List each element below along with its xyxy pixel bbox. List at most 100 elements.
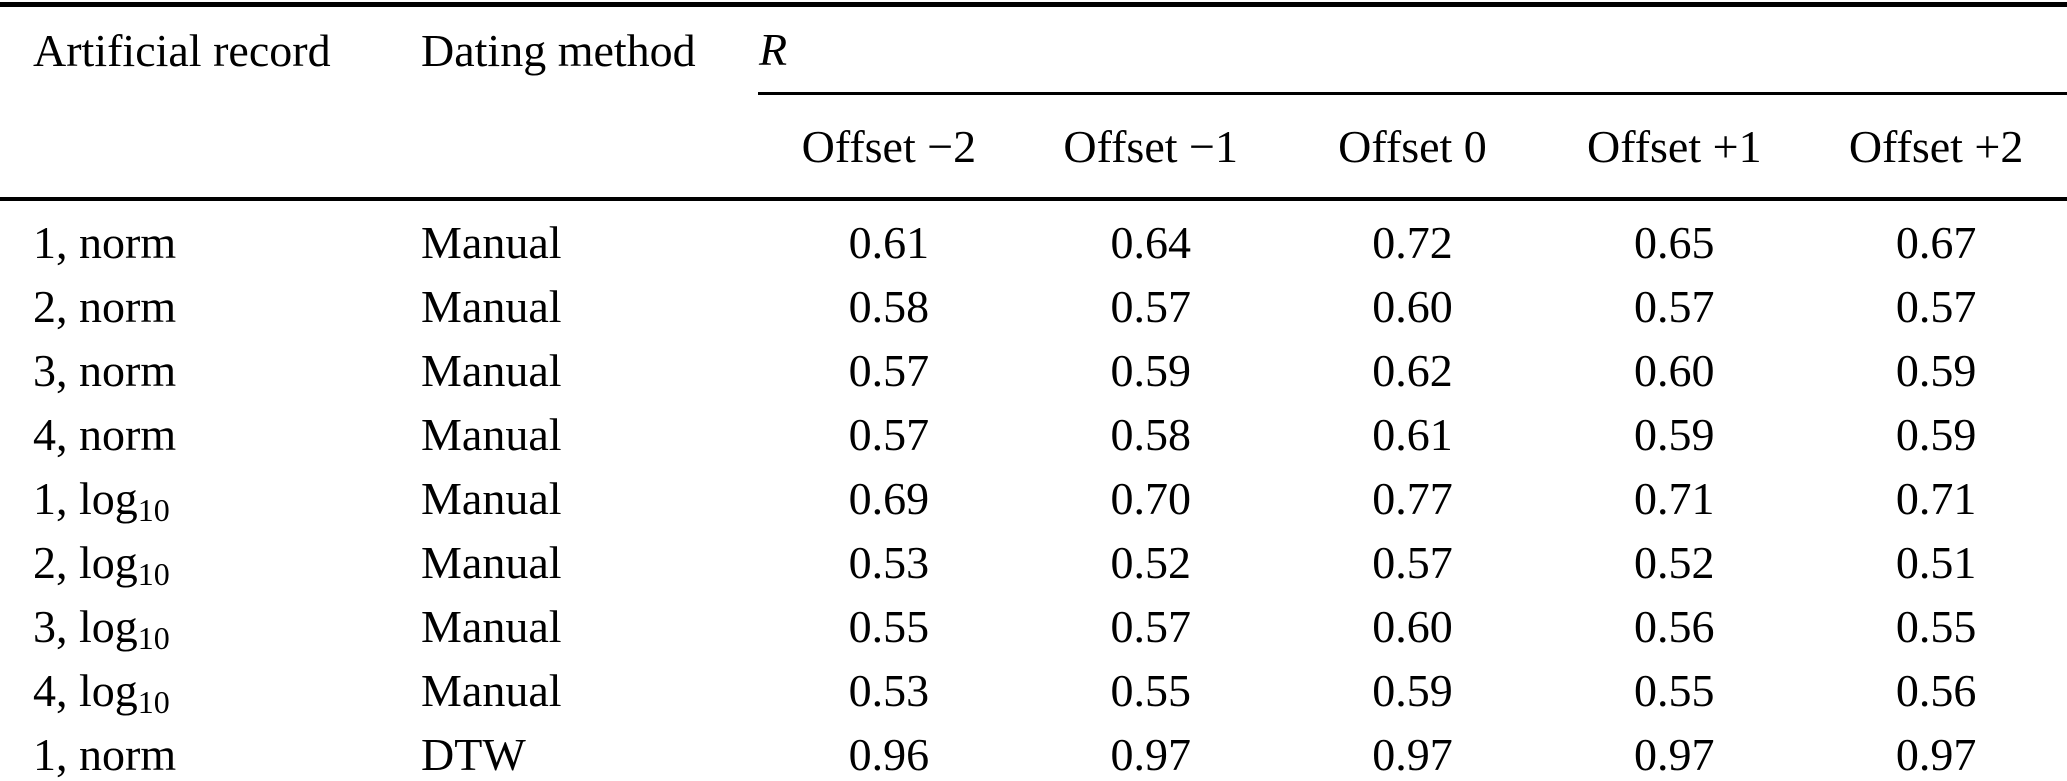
value-cell-offset-0: 0.77	[1372, 472, 1453, 524]
table-row: 1, norm Manual 0.61 0.64 0.72 0.65 0.67	[0, 199, 2067, 274]
table-row: 2, log10 Manual 0.53 0.52 0.57 0.52 0.51	[0, 530, 2067, 594]
record-subscript: 10	[137, 683, 170, 720]
method-cell: Manual	[421, 344, 562, 396]
value-cell-offset-minus-1: 0.57	[1110, 600, 1191, 652]
method-cell: DTW	[421, 728, 526, 780]
record-label: 2, norm	[33, 280, 177, 332]
record-label: 1, norm	[33, 728, 177, 780]
value-cell-offset-minus-1: 0.59	[1110, 344, 1191, 396]
column-header-offset-minus-1: Offset −1	[1019, 93, 1282, 201]
method-cell: Manual	[421, 472, 562, 524]
table-row: 1, log10 Manual 0.69 0.70 0.77 0.71 0.71	[0, 466, 2067, 530]
table-body: 1, norm Manual 0.61 0.64 0.72 0.65 0.67 …	[0, 199, 2067, 781]
value-cell-offset-0: 0.97	[1372, 728, 1453, 780]
table-row: 3, norm Manual 0.57 0.59 0.62 0.60 0.59	[0, 338, 2067, 402]
header-spacer-record	[0, 93, 420, 201]
value-cell-offset-minus-1: 0.58	[1110, 408, 1191, 460]
value-cell-offset-plus-1: 0.56	[1634, 600, 1715, 652]
value-cell-offset-minus-2: 0.55	[848, 600, 930, 652]
value-cell-offset-plus-1: 0.60	[1634, 344, 1715, 396]
record-cell: 1, norm	[0, 199, 420, 274]
record-cell: 1, log10	[0, 466, 420, 530]
value-cell-offset-minus-2: 0.57	[848, 344, 930, 396]
header-row-top: Artificial record Dating method R	[0, 4, 2067, 95]
value-cell-offset-minus-2: 0.69	[848, 472, 930, 524]
column-header-offset-minus-2: Offset −2	[758, 93, 1020, 201]
method-cell: Manual	[421, 600, 562, 652]
table-row: 4, norm Manual 0.57 0.58 0.61 0.59 0.59	[0, 402, 2067, 466]
header-row-offsets: Offset −2 Offset −1 Offset 0 Offset +1 O…	[0, 93, 2067, 201]
header-spacer-method	[420, 93, 758, 201]
value-cell-offset-plus-1: 0.57	[1634, 280, 1715, 332]
record-cell: 2, norm	[0, 274, 420, 338]
value-cell-offset-plus-2: 0.59	[1895, 344, 1977, 396]
column-header-offset-0: Offset 0	[1281, 93, 1544, 201]
value-cell-offset-plus-2: 0.57	[1895, 280, 1977, 332]
column-header-offset-plus-2: Offset +2	[1805, 93, 2067, 201]
value-cell-offset-plus-2: 0.55	[1895, 600, 1977, 652]
value-cell-offset-minus-2: 0.96	[848, 728, 930, 780]
record-label: 3, norm	[33, 344, 177, 396]
value-cell-offset-0: 0.60	[1372, 280, 1453, 332]
record-cell: 4, norm	[0, 402, 420, 466]
value-cell-offset-0: 0.62	[1372, 344, 1453, 396]
record-subscript: 10	[137, 619, 170, 656]
value-cell-offset-minus-1: 0.70	[1110, 472, 1191, 524]
value-cell-offset-0: 0.60	[1372, 600, 1453, 652]
column-header-offset-plus-1: Offset +1	[1543, 93, 1806, 201]
value-cell-offset-plus-2: 0.56	[1895, 664, 1977, 716]
value-cell-offset-minus-1: 0.55	[1110, 664, 1191, 716]
method-cell: Manual	[421, 536, 562, 588]
value-cell-offset-0: 0.57	[1372, 536, 1453, 588]
value-cell-offset-minus-1: 0.57	[1110, 280, 1191, 332]
table-row: 3, log10 Manual 0.55 0.57 0.60 0.56 0.55	[0, 594, 2067, 658]
record-subscript: 10	[137, 555, 170, 592]
table-row: 1, norm DTW 0.96 0.97 0.97 0.97 0.97	[0, 722, 2067, 781]
value-cell-offset-plus-2: 0.59	[1895, 408, 1977, 460]
record-label: 1, log	[33, 472, 138, 524]
value-cell-offset-plus-1: 0.52	[1634, 536, 1715, 588]
value-cell-offset-0: 0.72	[1372, 216, 1453, 268]
record-label: 1, norm	[33, 216, 177, 268]
value-cell-offset-minus-1: 0.97	[1110, 728, 1191, 780]
value-cell-offset-plus-2: 0.97	[1895, 728, 1977, 780]
value-cell-offset-plus-1: 0.55	[1634, 664, 1715, 716]
record-cell: 2, log10	[0, 530, 420, 594]
column-header-dating-method: Dating method	[421, 24, 696, 76]
value-cell-offset-plus-1: 0.97	[1634, 728, 1715, 780]
value-cell-offset-0: 0.59	[1372, 664, 1453, 716]
table-header: Artificial record Dating method R Offset…	[0, 4, 2067, 201]
method-cell: Manual	[421, 664, 562, 716]
value-cell-offset-minus-2: 0.61	[848, 216, 930, 268]
record-label: 4, norm	[33, 408, 177, 460]
value-cell-offset-plus-1: 0.71	[1634, 472, 1715, 524]
record-cell: 3, norm	[0, 338, 420, 402]
column-group-header-r: R	[758, 4, 2067, 95]
method-cell: Manual	[421, 408, 562, 460]
value-cell-offset-minus-1: 0.52	[1110, 536, 1191, 588]
record-label: 2, log	[33, 536, 138, 588]
record-label: 3, log	[33, 600, 138, 652]
value-cell-offset-minus-2: 0.58	[848, 280, 930, 332]
value-cell-offset-plus-1: 0.65	[1634, 216, 1715, 268]
value-cell-offset-minus-1: 0.64	[1110, 216, 1191, 268]
table-row: 2, norm Manual 0.58 0.57 0.60 0.57 0.57	[0, 274, 2067, 338]
value-cell-offset-minus-2: 0.57	[848, 408, 930, 460]
table-row: 4, log10 Manual 0.53 0.55 0.59 0.55 0.56	[0, 658, 2067, 722]
value-cell-offset-plus-2: 0.51	[1895, 536, 1977, 588]
record-label: 4, log	[33, 664, 138, 716]
value-cell-offset-0: 0.61	[1372, 408, 1453, 460]
record-cell: 1, norm	[0, 722, 420, 781]
value-cell-offset-minus-2: 0.53	[848, 664, 930, 716]
record-subscript: 10	[137, 491, 170, 528]
record-cell: 4, log10	[0, 658, 420, 722]
value-cell-offset-plus-1: 0.59	[1634, 408, 1715, 460]
value-cell-offset-plus-2: 0.71	[1895, 472, 1977, 524]
value-cell-offset-plus-2: 0.67	[1895, 216, 1977, 268]
value-cell-offset-minus-2: 0.53	[848, 536, 930, 588]
record-cell: 3, log10	[0, 594, 420, 658]
column-header-artificial-record: Artificial record	[33, 24, 331, 76]
method-cell: Manual	[421, 216, 562, 268]
